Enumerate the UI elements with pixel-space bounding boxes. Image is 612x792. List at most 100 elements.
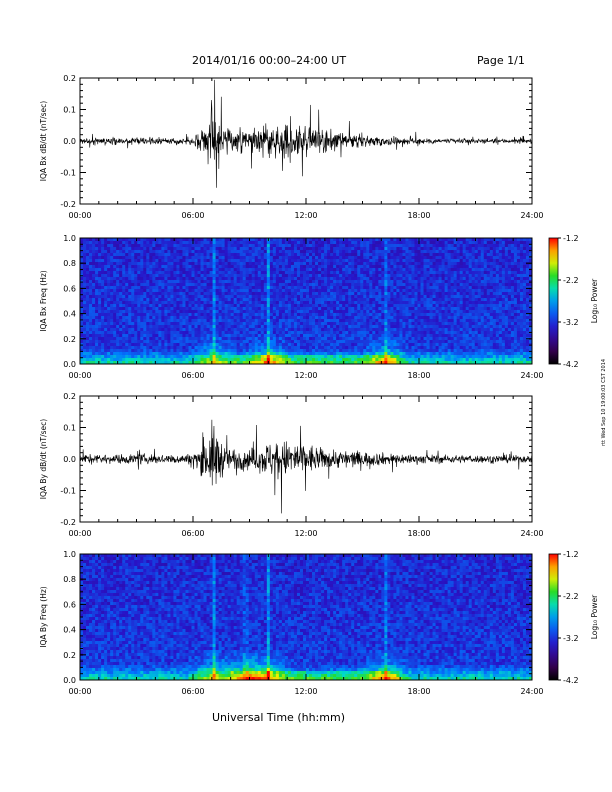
spectrogram-cell <box>417 265 421 269</box>
spectrogram-cell <box>384 283 388 287</box>
spectrogram-cell <box>366 289 370 293</box>
spectrogram-cell <box>182 259 186 263</box>
spectrogram-cell <box>158 289 162 293</box>
spectrogram-cell <box>179 250 183 254</box>
spectrogram-cell <box>275 343 280 347</box>
x-tick-label: 06:00 <box>181 211 204 220</box>
spectrogram-cell <box>363 292 367 296</box>
spectrogram-cell <box>336 361 340 365</box>
spectrogram-cell <box>293 331 298 335</box>
spectrogram-cell <box>254 268 259 272</box>
spectrogram-cell <box>411 316 415 320</box>
spectrogram-cell <box>80 316 84 320</box>
spectrogram-cell <box>290 313 295 317</box>
spectrogram-cell <box>152 280 156 284</box>
spectrogram-cell <box>306 262 310 266</box>
spectrogram-cell <box>381 343 385 347</box>
spectrogram-cell <box>185 346 189 350</box>
spectrogram-cell <box>212 358 216 362</box>
spectrogram-cell <box>110 346 114 350</box>
spectrogram-cell <box>348 349 352 353</box>
spectrogram-cell <box>149 253 153 257</box>
spectrogram-cell <box>221 319 226 323</box>
spectrogram-cell <box>251 304 256 308</box>
spectrogram-cell <box>384 298 388 302</box>
spectrogram-cell <box>293 346 298 350</box>
spectrogram-cell <box>149 313 153 317</box>
spectrogram-cell <box>191 286 195 290</box>
spectrogram-cell <box>354 328 358 332</box>
spectrogram-cell <box>372 301 376 305</box>
spectrogram-cell <box>209 343 213 347</box>
spectrogram-cell <box>83 268 87 272</box>
spectrogram-cell <box>92 328 96 332</box>
spectrogram-cell <box>348 253 352 257</box>
spectrogram-cell <box>399 253 403 257</box>
spectrogram-cell <box>170 286 174 290</box>
spectrogram-cell <box>83 298 87 302</box>
spectrogram-cell <box>119 349 123 353</box>
spectrogram-cell <box>179 259 183 263</box>
spectrogram-cell <box>218 352 223 356</box>
spectrogram-cell <box>185 328 189 332</box>
spectrogram-cell <box>345 328 349 332</box>
spectrogram-cell <box>293 325 298 329</box>
spectrogram-cell <box>179 292 183 296</box>
spectrogram-cell <box>281 307 286 311</box>
spectrogram-cell <box>363 298 367 302</box>
spectrogram-cell <box>101 316 105 320</box>
spectrogram-cell <box>381 253 385 257</box>
spectrogram-cell <box>212 253 216 257</box>
spectrogram-cell <box>209 307 213 311</box>
spectrogram-cell <box>363 295 367 299</box>
spectrogram-cell <box>342 337 346 341</box>
spectrogram-cell <box>378 316 382 320</box>
spectrogram-cell <box>242 274 247 278</box>
spectrogram-cell <box>104 322 108 326</box>
spectrogram-cell <box>143 325 147 329</box>
spectrogram-cell <box>387 304 391 308</box>
spectrogram-cell <box>269 331 274 335</box>
spectrogram-cell <box>281 271 286 275</box>
spectrogram-cell <box>369 268 373 272</box>
spectrogram-cell <box>387 271 391 275</box>
spectrogram-cell <box>188 298 192 302</box>
spectrogram-cell <box>336 322 340 326</box>
spectrogram-cell <box>107 346 111 350</box>
spectrogram-cell <box>272 343 277 347</box>
spectrogram-cell <box>302 304 307 308</box>
spectrogram-cell <box>330 337 334 341</box>
spectrogram-cell <box>269 340 274 344</box>
spectrogram-cell <box>125 289 129 293</box>
spectrogram-cell <box>348 313 352 317</box>
spectrogram-cell <box>233 328 238 332</box>
spectrogram-cell <box>260 250 265 254</box>
spectrogram-cell <box>278 358 283 362</box>
spectrogram-cell <box>405 337 409 341</box>
spectrogram-cell <box>137 319 141 323</box>
spectrogram-cell <box>384 274 388 278</box>
spectrogram-cell <box>417 253 421 257</box>
spectrogram-cell <box>299 337 304 341</box>
spectrogram-cell <box>363 334 367 338</box>
spectrogram-cell <box>233 283 238 287</box>
spectrogram-cell <box>408 268 412 272</box>
spectrogram-cell <box>269 361 274 365</box>
spectrogram-cell <box>354 277 358 281</box>
spectrogram-cell <box>324 292 328 296</box>
spectrogram-cell <box>327 268 331 272</box>
spectrogram-cell <box>119 301 123 305</box>
spectrogram-cell <box>269 358 274 362</box>
spectrogram-cell <box>342 295 346 299</box>
spectrogram-cell <box>348 355 352 359</box>
spectrogram-cell <box>351 346 355 350</box>
spectrogram-cell <box>185 304 189 308</box>
spectrogram-cell <box>170 289 174 293</box>
spectrogram-cell <box>80 271 84 275</box>
spectrogram-cell <box>227 319 232 323</box>
spectrogram-cell <box>366 295 370 299</box>
spectrogram-cell <box>113 334 117 338</box>
spectrogram-cell <box>98 286 102 290</box>
spectrogram-cell <box>125 310 129 314</box>
spectrogram-cell <box>315 244 319 248</box>
